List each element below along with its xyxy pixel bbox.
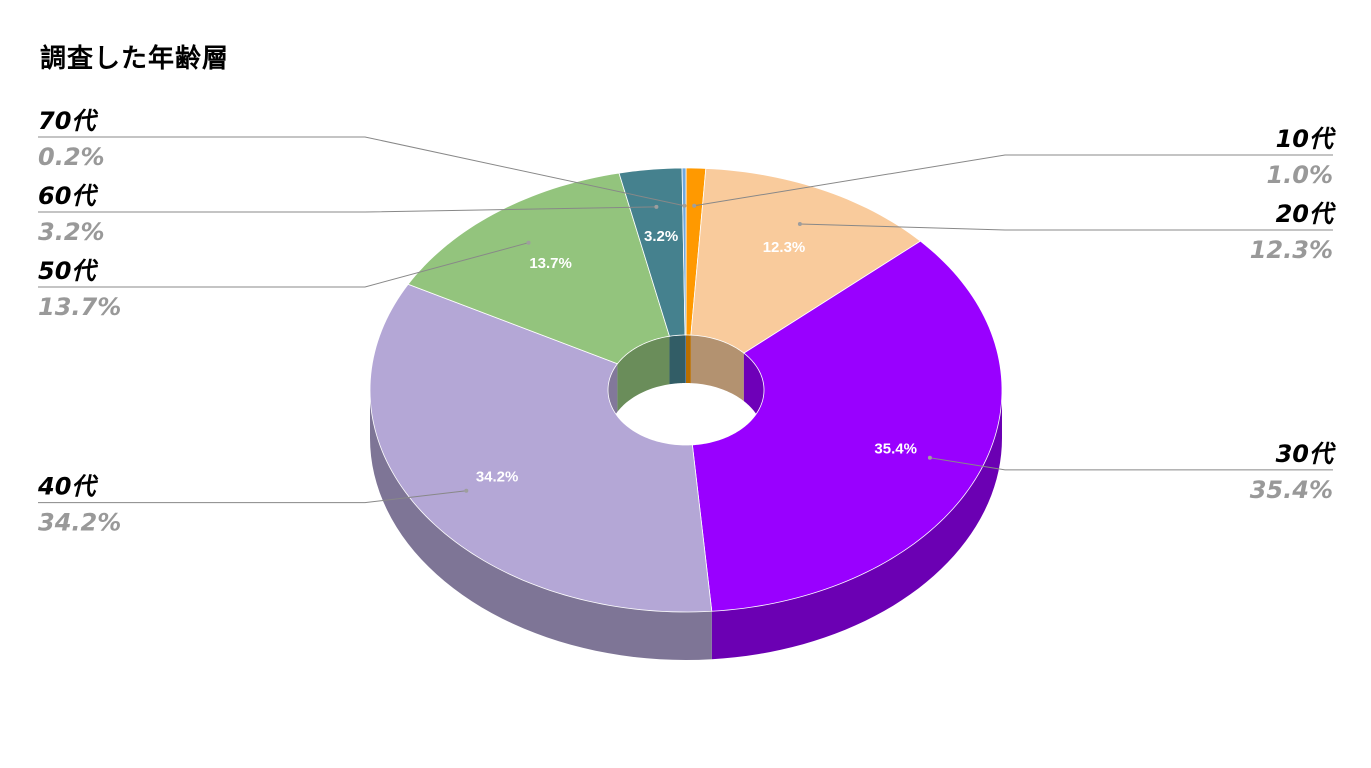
- leader-line-slice-1: [694, 154, 1333, 207]
- inner-labels: 12.3% 35.4% 34.2% 13.7% 3.2%: [476, 228, 917, 486]
- inner-label-slice-3: 35.4%: [874, 440, 917, 457]
- outer-pct-slice-1: 1.0%: [1266, 161, 1333, 189]
- outer-name-slice-5: 50代: [38, 257, 98, 285]
- outer-pct-slice-5: 13.7%: [38, 293, 121, 321]
- leader-lines: [38, 136, 1333, 504]
- leader-dot-slice-6: [654, 204, 659, 209]
- leader-line-slice-3: [929, 457, 1333, 471]
- inner-wall-slice-6: [669, 335, 686, 385]
- outer-labels: 10代 1.0% 20代 12.3% 30代 35.4% 70代 0.2% 60代 3.2% 50代…: [37, 107, 1336, 537]
- leader-line-slice-7: [38, 136, 685, 207]
- leader-line-slice-4: [38, 490, 467, 504]
- outer-name-slice-4: 40代: [37, 473, 98, 501]
- slice-top-slice-7: [681, 167, 687, 336]
- outer-pct-slice-2: 12.3%: [1250, 236, 1333, 264]
- outer-name-slice-7: 70代: [38, 107, 98, 135]
- leader-dot-slice-5: [526, 240, 531, 245]
- leader-dot-slice-3: [927, 455, 932, 460]
- inner-label-slice-5: 13.7%: [529, 255, 572, 272]
- leader-line-slice-2: [799, 223, 1333, 231]
- outer-pct-slice-6: 3.2%: [38, 218, 105, 246]
- leader-dot-slice-7: [682, 203, 687, 208]
- leader-dot-slice-4: [464, 488, 469, 493]
- inner-label-slice-4: 34.2%: [476, 469, 519, 486]
- inner-wall-slice-7: [685, 335, 686, 383]
- leader-dot-slice-2: [797, 222, 802, 226]
- leader-line-slice-6: [38, 206, 657, 213]
- inner-wall-slice-1: [686, 335, 691, 384]
- leader-dot-slice-1: [692, 203, 697, 208]
- side-wall-slice-3: [711, 390, 1002, 660]
- outer-name-slice-6: 60代: [38, 182, 98, 210]
- outer-name-slice-3: 30代: [1276, 440, 1336, 468]
- outer-pct-slice-4: 34.2%: [38, 509, 121, 537]
- outer-name-slice-2: 20代: [1276, 200, 1336, 228]
- chart-title: 調査した年齢層: [40, 44, 230, 74]
- inner-label-slice-2: 12.3%: [763, 239, 806, 256]
- leader-line-slice-5: [38, 242, 529, 288]
- side-wall-slice-4: [370, 390, 712, 660]
- inner-wall-slice-2: [690, 335, 744, 402]
- outer-name-slice-1: 10代: [1276, 125, 1336, 153]
- outer-pct-slice-3: 35.4%: [1250, 476, 1333, 504]
- inner-label-slice-6: 3.2%: [644, 228, 678, 245]
- outer-pct-slice-7: 0.2%: [38, 143, 105, 171]
- donut-depth: [370, 390, 1002, 660]
- inner-wall-slice-5: [617, 336, 670, 412]
- donut-top: [369, 167, 1003, 613]
